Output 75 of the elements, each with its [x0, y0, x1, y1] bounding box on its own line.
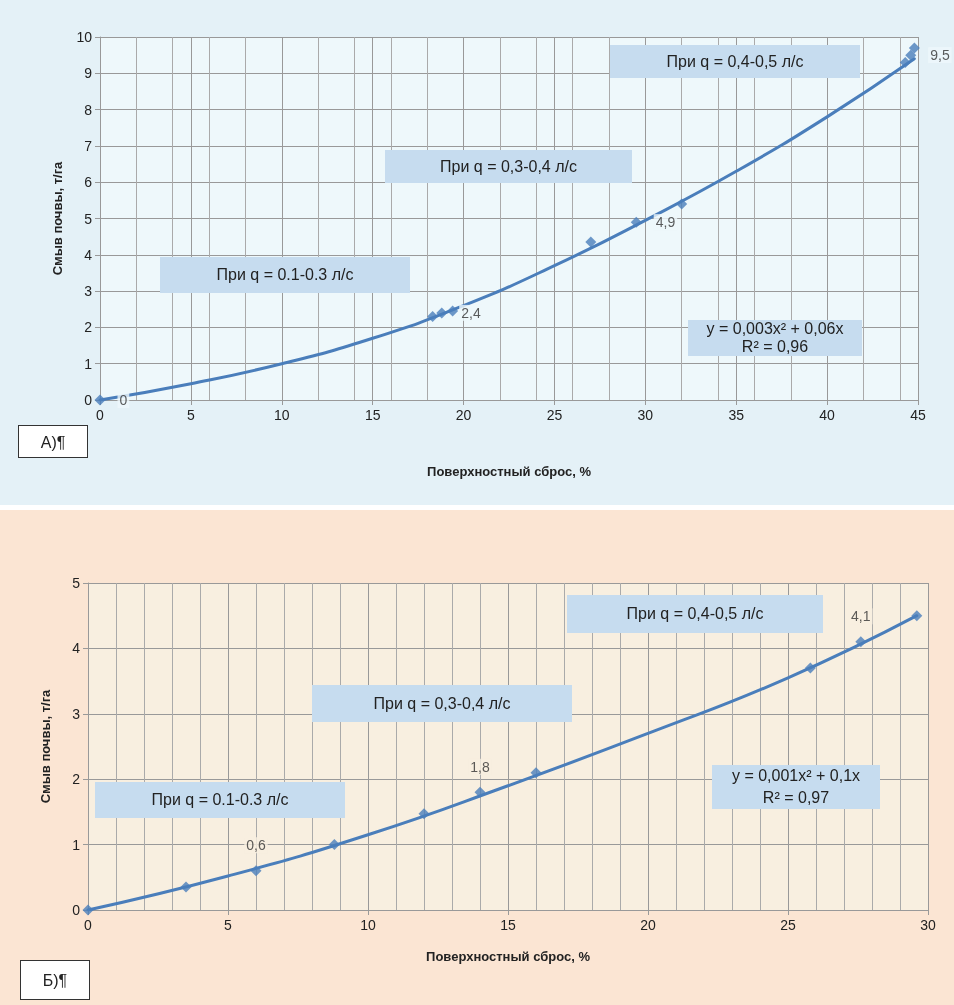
x-tick-label: 45: [910, 407, 926, 423]
x-tick-label: 15: [364, 407, 381, 423]
point: [804, 662, 816, 674]
callout-box: y = 0,003x² + 0,06x: [688, 320, 862, 338]
y-tick-label: 7: [84, 137, 93, 154]
callout-box: Б)¶: [20, 960, 90, 1000]
y-tick-label: 1: [72, 836, 81, 853]
x-tick-label: 5: [186, 407, 195, 423]
data-label: 1,8: [470, 758, 490, 775]
data-label: 0,6: [246, 837, 266, 854]
callout-box: При q = 0,3-0,4 л/с: [385, 150, 632, 183]
y-tick-label: 10: [76, 29, 93, 45]
callout-box: А)¶: [18, 425, 88, 458]
y-tick-label: 0: [84, 392, 93, 408]
x-tick-label: 40: [819, 407, 836, 423]
y-tick-label: 2: [72, 771, 81, 788]
point: [180, 881, 192, 893]
data-label: 0: [119, 392, 128, 408]
point: [447, 305, 459, 317]
x-tick-label: 10: [360, 917, 376, 933]
y-tick-label: 4: [72, 640, 81, 657]
y-tick-label: 3: [72, 705, 81, 722]
y-tick-label: 5: [72, 575, 81, 591]
point: [676, 198, 688, 210]
point: [250, 865, 262, 877]
y-tick-label: 4: [84, 246, 93, 263]
y-tick-label: 8: [84, 101, 93, 118]
y-tick-label: 3: [84, 283, 93, 300]
point: [436, 307, 448, 319]
x-tick-label: 25: [780, 917, 796, 933]
point: [474, 786, 486, 798]
point: [418, 808, 430, 820]
y-tick-label: 9: [84, 65, 93, 82]
data-label: 4,9: [655, 214, 676, 231]
y-axis-title: Смыв почвы, т/га: [50, 160, 65, 276]
callout-box: y = 0,001x² + 0,1x: [712, 765, 880, 787]
x-tick-label: 30: [920, 917, 936, 933]
callout-box: При q = 0.1-0.3 л/с: [160, 257, 410, 293]
x-tick-label: 0: [96, 407, 105, 423]
callout-box: При q = 0.1-0.3 л/с: [95, 782, 345, 818]
x-tick-label: 15: [500, 917, 516, 933]
x-tick-label: 25: [546, 407, 563, 423]
x-tick-label: 10: [273, 407, 290, 423]
x-tick-label: 20: [640, 917, 656, 933]
point: [328, 839, 340, 851]
x-tick-label: 35: [728, 407, 745, 423]
point: [908, 42, 920, 54]
y-tick-label: 1: [84, 355, 93, 372]
data-label: 2,4: [461, 304, 481, 321]
x-tick-label: 20: [455, 407, 472, 423]
callout-box: При q = 0,3-0,4 л/с: [312, 685, 572, 722]
callout-box: R² = 0,96: [688, 338, 862, 356]
point: [899, 56, 911, 68]
data-label: 4,1: [851, 608, 871, 625]
point: [905, 49, 917, 61]
point: [911, 610, 923, 622]
point: [585, 236, 597, 248]
x-tick-label: 30: [637, 407, 654, 423]
point: [630, 216, 642, 228]
callout-box: При q = 0,4-0,5 л/с: [567, 595, 823, 633]
y-tick-label: 6: [84, 174, 93, 191]
point: [530, 767, 542, 779]
x-tick-label: 5: [224, 917, 233, 933]
x-axis-title: Поверхностный сброс, %: [426, 949, 591, 964]
y-tick-label: 0: [72, 902, 81, 918]
y-axis-title: Смыв почвы, т/га: [38, 688, 53, 804]
point: [427, 311, 439, 323]
callout-box: При q = 0,4-0,5 л/с: [610, 45, 860, 78]
y-tick-label: 2: [84, 319, 93, 336]
point: [94, 394, 106, 406]
y-tick-label: 5: [84, 210, 93, 227]
callout-box: R² = 0,97: [712, 787, 880, 809]
point: [82, 904, 94, 916]
x-axis-title: Поверхностный сброс, %: [427, 464, 592, 479]
data-label: 9,5: [930, 47, 950, 64]
